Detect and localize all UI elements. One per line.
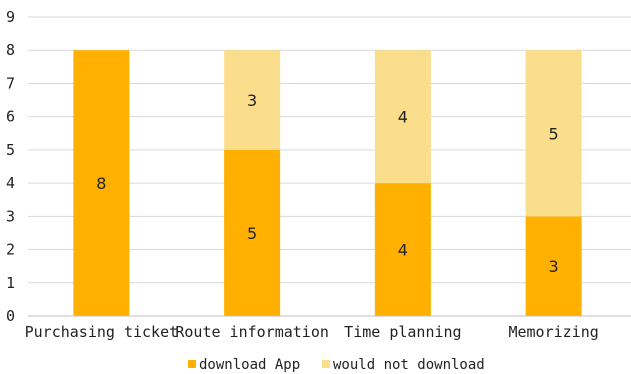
data-label: 5 bbox=[549, 124, 559, 143]
y-axis: 0 1 2 3 4 5 6 7 8 9 bbox=[6, 8, 15, 325]
data-label: 4 bbox=[398, 241, 408, 260]
bar-segment bbox=[374, 183, 431, 316]
data-labels: 8 5 3 4 4 3 5 bbox=[96, 91, 558, 276]
bar-segment bbox=[224, 149, 281, 316]
legend-label: would not download bbox=[333, 357, 485, 373]
x-tick-label: Memorizing bbox=[508, 323, 598, 341]
data-label: 8 bbox=[96, 174, 106, 193]
legend-swatch bbox=[188, 360, 196, 368]
y-tick-label: 9 bbox=[6, 8, 15, 26]
y-tick-label: 2 bbox=[6, 241, 15, 259]
bars bbox=[73, 50, 582, 316]
y-tick-label: 5 bbox=[6, 141, 15, 159]
data-label: 5 bbox=[247, 224, 257, 243]
bar-segment bbox=[73, 50, 130, 316]
legend: download App would not download bbox=[188, 357, 485, 373]
data-label: 4 bbox=[398, 108, 408, 127]
legend-label: download App bbox=[199, 357, 300, 373]
x-tick-label: Route information bbox=[175, 323, 329, 341]
bar-segment bbox=[525, 50, 582, 217]
y-tick-label: 8 bbox=[6, 41, 15, 59]
data-label: 3 bbox=[247, 91, 257, 110]
x-tick-label: Time planning bbox=[344, 323, 461, 341]
legend-swatch bbox=[322, 360, 330, 368]
bar-segment bbox=[525, 216, 582, 316]
bar-segment bbox=[224, 50, 281, 150]
y-tick-label: 4 bbox=[6, 174, 15, 192]
data-label: 3 bbox=[549, 257, 559, 276]
y-tick-label: 1 bbox=[6, 274, 15, 292]
y-tick-label: 7 bbox=[6, 74, 15, 92]
bar-segment bbox=[374, 50, 431, 184]
y-tick-label: 6 bbox=[6, 108, 15, 126]
y-tick-label: 0 bbox=[6, 307, 15, 325]
y-tick-label: 3 bbox=[6, 207, 15, 225]
x-tick-label: Purchasing ticket bbox=[25, 323, 179, 341]
